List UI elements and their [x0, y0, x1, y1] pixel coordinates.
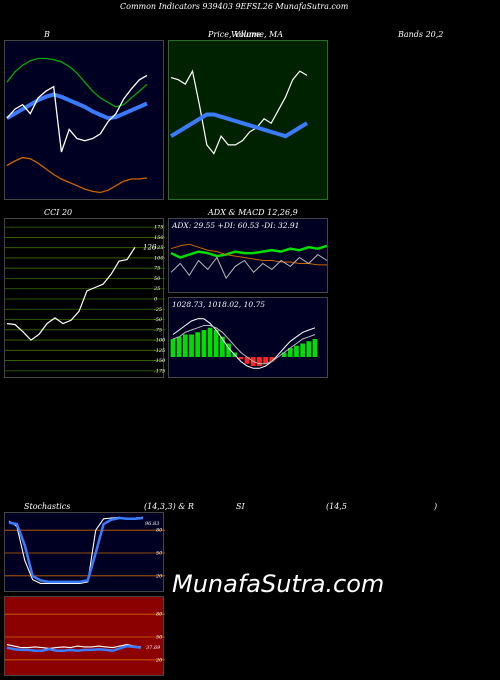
macd-signal-line — [172, 325, 316, 365]
macd-histogram-bar — [312, 339, 318, 357]
bb-title: B — [44, 30, 50, 39]
rsi-panel: 80 50 20 37.69 — [4, 596, 165, 676]
macd-histogram-bar — [170, 339, 176, 357]
price-price-line — [170, 69, 308, 155]
page-header: Common Indicators 939403 9EFSL26 MunafaS… — [120, 2, 349, 11]
cci-tick-label: -175 — [154, 368, 165, 374]
cci-tick-label: 100 — [154, 255, 164, 261]
macd-histogram-bar — [281, 352, 287, 357]
macd-histogram-bar — [300, 343, 306, 357]
price-panel — [168, 40, 328, 200]
macd-histogram-bar — [269, 357, 275, 362]
rsi-tick-label: 50 — [156, 635, 163, 641]
stoch-plot: 80 50 20 96.83 — [5, 516, 165, 584]
cci-title: CCI 20 — [44, 208, 73, 217]
adx-panel: ADX: 29.55 +DI: 60.53 -DI: 32.91 — [168, 218, 328, 293]
stoch-k-line — [8, 516, 144, 584]
bollinger-plot — [6, 57, 148, 194]
macd-values: 1028.73, 1018.02, 10.75 — [172, 300, 266, 309]
cci-panel: 175 150 125 100 75 50 25 0 -25 -50 -75 -100 -125 -150… — [4, 218, 165, 378]
macd-histogram-bar — [226, 343, 231, 357]
adx-minus-DI-line — [170, 253, 328, 280]
price-title: Price, Volume, MA — [208, 30, 284, 39]
macd-histogram-bar — [195, 332, 201, 357]
cci-line — [6, 246, 136, 341]
macd-histogram-bar — [207, 327, 213, 357]
rsi-ma-line — [6, 644, 142, 652]
stoch-params: (14,3,3) & R — [144, 502, 194, 511]
adx-plusminus-DI-line — [170, 243, 327, 266]
cci-tick-label: -75 — [154, 327, 162, 333]
rsi-title: SI — [236, 502, 245, 511]
cci-tick-label: -50 — [154, 317, 163, 323]
stoch-panel: 80 50 20 96.83 — [4, 512, 165, 592]
rsi-plot: 80 50 20 37.69 — [5, 612, 165, 663]
macd-histogram-bar — [306, 341, 312, 357]
macd-histogram-bar — [213, 330, 219, 357]
cci-tick-label: 0 — [154, 297, 158, 303]
adx-title: ADX & MACD 12,26,9 — [208, 208, 298, 217]
watermark: MunafaSutra.com — [172, 570, 385, 598]
macd-histogram-bar — [176, 336, 182, 357]
cci-tick-label: -150 — [154, 358, 165, 364]
macd-histogram-bar — [287, 348, 293, 357]
adx-ADX-line — [170, 244, 328, 259]
rsi-close: ) — [434, 502, 438, 511]
stoch-value-label: 96.83 — [145, 521, 159, 527]
bb-middle-line — [6, 92, 148, 121]
macd-histogram-bar — [201, 330, 207, 357]
adx-plot — [170, 243, 328, 280]
bollinger-panel — [4, 40, 164, 200]
cci-tick-label: -25 — [154, 307, 162, 313]
macd-histogram-bar — [263, 357, 268, 364]
macd-histogram-bar — [244, 357, 250, 364]
cci-tick-label: 175 — [154, 225, 164, 231]
rsi-rsi-line — [6, 644, 142, 649]
adx-values: ADX: 29.55 +DI: 60.53 -DI: 32.91 — [172, 221, 300, 230]
macd-histogram-bar — [238, 357, 244, 360]
stoch-tick-label: 20 — [155, 573, 163, 579]
rsi-value-label: 37.69 — [146, 645, 161, 651]
macd-histogram-bar — [294, 345, 299, 357]
stoch-tick-label: 50 — [156, 551, 163, 557]
macd-histogram-bar — [189, 334, 194, 357]
bb-upper-line — [6, 57, 148, 108]
macd-histogram-bar — [220, 336, 225, 357]
cci-tick-label: 25 — [153, 286, 160, 292]
cci-tick-label: 125 — [154, 245, 164, 251]
cci-tick-label: -100 — [154, 338, 165, 344]
cci-tick-label: 50 — [154, 276, 161, 282]
macd-histogram-bar — [182, 334, 188, 357]
cci-value-label: 126 — [143, 243, 157, 251]
cci-tick-label: 75 — [154, 266, 160, 272]
cci-tick-label: -125 — [154, 348, 165, 354]
price-ma-line — [169, 112, 309, 139]
stoch-tick-label: 80 — [156, 528, 163, 534]
rsi-tick-label: 20 — [155, 657, 163, 663]
macd-histogram-bar — [257, 357, 262, 366]
price-plot — [169, 69, 309, 155]
rsi-tick-label: 80 — [156, 612, 163, 618]
price-title-overlap: Volume — [231, 30, 261, 39]
stoch-title: Stochastics — [24, 502, 71, 511]
macd-panel: 1028.73, 1018.02, 10.75 — [168, 297, 328, 378]
cci-tick-label: 150 — [154, 235, 164, 241]
cci-plot: 175 150 125 100 75 50 25 0 -25 -50 -75 -100 -125 -150… — [5, 225, 165, 374]
macd-macd-line — [172, 318, 316, 369]
bb-price-line — [6, 74, 148, 153]
macd-plot — [170, 318, 318, 369]
stoch-d-line — [8, 516, 144, 584]
rsi-params: (14,5 — [326, 502, 347, 511]
bands-title: Bands 20,2 — [398, 30, 444, 39]
bb-lower-line — [6, 156, 148, 194]
